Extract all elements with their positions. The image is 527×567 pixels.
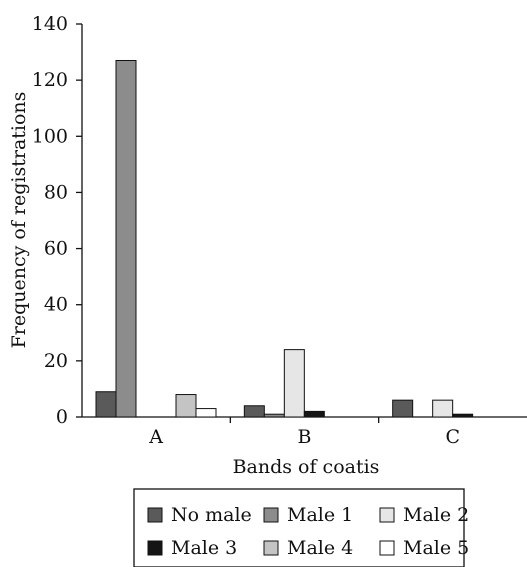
- bar-male-3-C: [452, 413, 474, 418]
- legend-frame: [133, 488, 465, 567]
- x-ticks: A B C: [148, 417, 460, 448]
- y-ticks: 0 20 40 60 80 100 120 140: [32, 13, 82, 428]
- legend: No male Male 1 Male 2 Male 3 Male 4 Male 5: [133, 488, 469, 567]
- x-tick-label: B: [298, 426, 312, 448]
- legend-swatch: [147, 540, 163, 556]
- bar-male-4-A: [175, 394, 197, 418]
- x-tick-label: C: [446, 426, 461, 448]
- x-tick-label: A: [148, 426, 163, 448]
- legend-label: Male 1: [287, 504, 353, 526]
- y-tick-label: 80: [44, 181, 68, 203]
- legend-items: No male Male 1 Male 2 Male 3 Male 4 Male 5: [147, 504, 469, 559]
- legend-label: Male 3: [171, 537, 237, 559]
- y-axis-title: Frequency of registrations: [8, 92, 30, 349]
- bar-male-2-C: [432, 399, 454, 418]
- legend-swatch: [263, 540, 279, 556]
- y-tick-label: 120: [32, 69, 68, 91]
- legend-label: No male: [171, 504, 252, 526]
- legend-label: Male 4: [287, 537, 353, 559]
- y-tick-label: 20: [44, 350, 68, 372]
- y-tick-label: 0: [56, 406, 68, 428]
- bar-male-2-B: [283, 349, 305, 418]
- bar-male-5-A: [195, 408, 217, 418]
- legend-swatch: [263, 507, 279, 523]
- bars: [95, 59, 474, 418]
- y-tick-label: 40: [44, 294, 68, 316]
- legend-swatch: [379, 540, 395, 556]
- bar-no-male-C: [392, 399, 414, 418]
- legend-label: Male 5: [403, 537, 469, 559]
- bar-male-3-B: [303, 410, 325, 418]
- bar-male-1-B: [263, 413, 285, 418]
- bar-no-male-A: [95, 391, 117, 418]
- y-tick-label: 140: [32, 13, 68, 35]
- legend-swatch: [379, 507, 395, 523]
- bar-no-male-B: [243, 405, 265, 418]
- x-axis-title: Bands of coatis: [233, 456, 380, 478]
- bar-male-1-A: [115, 59, 137, 418]
- legend-swatch: [147, 507, 163, 523]
- y-tick-label: 100: [32, 125, 68, 147]
- y-tick-label: 60: [44, 238, 68, 260]
- legend-label: Male 2: [403, 504, 469, 526]
